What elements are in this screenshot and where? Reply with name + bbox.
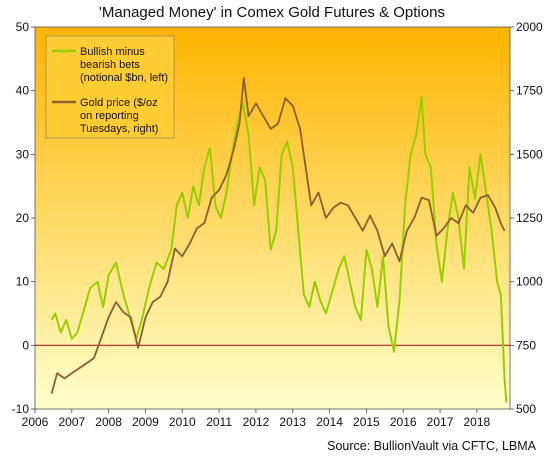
right-tick-label: 500 bbox=[516, 402, 536, 416]
legend-label-gold-3: Tuesdays, right) bbox=[80, 123, 158, 135]
right-tick-label: 2000 bbox=[516, 20, 543, 34]
x-axis: 2006 2007 2008 2009 2010 2011 2012 2013 2014 2015… bbox=[22, 409, 491, 429]
x-tick-label: 2006 bbox=[22, 415, 49, 429]
gold-price-line bbox=[50, 77, 506, 394]
x-tick-label: 2011 bbox=[206, 415, 232, 429]
legend: Bullish minus bearish bets (notional $bn… bbox=[45, 35, 175, 139]
left-tick-label: 20 bbox=[16, 211, 30, 225]
legend-label-bullish-3: (notional $bn, left) bbox=[80, 72, 168, 84]
x-tick-label: 2015 bbox=[353, 415, 380, 429]
x-tick-label: 2009 bbox=[132, 415, 159, 429]
legend-label-bullish-2: bearish bets bbox=[80, 59, 140, 71]
x-tick-label: 2018 bbox=[464, 415, 491, 429]
x-tick-label: 2007 bbox=[58, 415, 85, 429]
x-tick-label: 2010 bbox=[169, 415, 196, 429]
left-tick-label: -10 bbox=[12, 402, 30, 416]
x-tick-label: 2012 bbox=[243, 415, 270, 429]
legend-box bbox=[45, 35, 175, 139]
x-tick-label: 2013 bbox=[279, 415, 306, 429]
right-tick-label: 1000 bbox=[516, 275, 543, 289]
x-tick-label: 2014 bbox=[316, 415, 343, 429]
right-tick-label: 1750 bbox=[516, 84, 543, 98]
left-tick-label: 10 bbox=[16, 275, 30, 289]
left-tick-label: 0 bbox=[22, 338, 29, 352]
x-tick-label: 2017 bbox=[427, 415, 454, 429]
chart-title: 'Managed Money' in Comex Gold Futures & … bbox=[99, 4, 445, 21]
right-axis: 500 750 1000 1250 1500 1750 2000 bbox=[510, 20, 543, 416]
legend-label-gold-2: on reporting bbox=[80, 110, 139, 122]
x-tick-label: 2016 bbox=[390, 415, 417, 429]
left-tick-label: 40 bbox=[16, 84, 30, 98]
left-tick-label: 50 bbox=[16, 20, 30, 34]
left-axis: -10 0 10 20 30 40 50 bbox=[12, 20, 35, 416]
right-tick-label: 1250 bbox=[516, 211, 543, 225]
x-tick-label: 2008 bbox=[95, 415, 122, 429]
source-note: Source: BullionVault via CFTC, LBMA bbox=[327, 439, 537, 453]
left-tick-label: 30 bbox=[16, 147, 30, 161]
right-tick-label: 750 bbox=[516, 338, 536, 352]
right-tick-label: 1500 bbox=[516, 147, 543, 161]
legend-label-bullish-1: Bullish minus bbox=[80, 46, 145, 58]
legend-label-gold-1: Gold price ($/oz bbox=[80, 97, 158, 109]
